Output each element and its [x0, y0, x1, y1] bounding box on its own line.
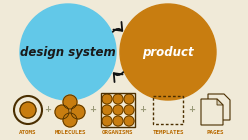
Circle shape — [20, 4, 116, 100]
Bar — [101, 93, 135, 127]
Circle shape — [102, 94, 112, 104]
Circle shape — [124, 116, 134, 126]
Circle shape — [55, 105, 69, 119]
Circle shape — [71, 105, 85, 119]
Text: MOLECULES: MOLECULES — [54, 130, 86, 136]
Text: +: + — [90, 106, 96, 115]
Text: ORGANISMS: ORGANISMS — [102, 130, 134, 136]
Circle shape — [102, 105, 112, 115]
FancyArrowPatch shape — [113, 22, 122, 32]
Text: +: + — [188, 106, 195, 115]
Text: +: + — [44, 106, 52, 115]
Circle shape — [63, 95, 77, 109]
Text: +: + — [139, 106, 147, 115]
Circle shape — [102, 116, 112, 126]
Circle shape — [63, 113, 77, 127]
Circle shape — [113, 105, 123, 115]
Text: product: product — [142, 46, 194, 59]
Circle shape — [113, 116, 123, 126]
Text: TEMPLATES: TEMPLATES — [152, 130, 184, 136]
Polygon shape — [208, 94, 230, 120]
Circle shape — [113, 94, 123, 104]
Text: PAGES: PAGES — [206, 130, 224, 136]
Circle shape — [20, 102, 36, 118]
Circle shape — [120, 4, 216, 100]
FancyArrowPatch shape — [114, 72, 123, 82]
Polygon shape — [217, 99, 223, 105]
Circle shape — [124, 94, 134, 104]
Polygon shape — [201, 99, 223, 125]
Bar — [153, 96, 183, 124]
Text: design system: design system — [20, 46, 116, 59]
Text: ATOMS: ATOMS — [19, 130, 37, 136]
Circle shape — [124, 105, 134, 115]
